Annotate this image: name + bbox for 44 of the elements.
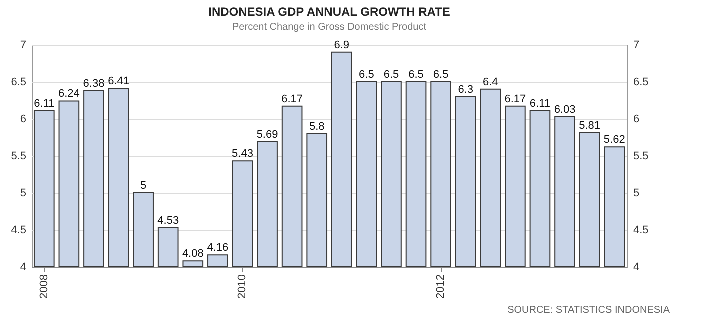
y-tick-label: 6 xyxy=(20,114,26,126)
data-label: 6.24 xyxy=(58,88,80,100)
x-tick-label: 2010 xyxy=(236,274,249,299)
data-label: 6.5 xyxy=(433,69,449,81)
data-label: 5.62 xyxy=(604,134,626,146)
data-label: 4.53 xyxy=(158,214,180,227)
data-label: 5.43 xyxy=(232,148,254,160)
data-label: 5.8 xyxy=(309,120,325,133)
data-label: 6.5 xyxy=(384,69,400,81)
data-label: 6.5 xyxy=(359,69,374,81)
y-tick-label: 7 xyxy=(20,40,26,52)
y-tick-label: 4.5 xyxy=(11,224,26,236)
y-tick-label: 4 xyxy=(20,262,26,274)
y-tick-label: 6.5 xyxy=(11,76,26,88)
y2-tick-label: 7 xyxy=(634,40,640,52)
chart-title: INDONESIA GDP ANNUAL GROWTH RATE xyxy=(208,5,450,19)
data-label: 4.16 xyxy=(207,242,229,254)
chart-subtitle: Percent Change in Gross Domestic Product xyxy=(232,22,427,33)
data-label: 6.9 xyxy=(334,39,350,52)
data-label: 6.03 xyxy=(554,104,576,116)
data-label: 5 xyxy=(140,180,147,192)
data-label: 5.69 xyxy=(256,128,278,141)
x-tick-label: 2008 xyxy=(38,274,50,299)
data-label: 4.08 xyxy=(182,248,204,260)
data-label: 6.3 xyxy=(458,84,474,96)
data-label: 6.11 xyxy=(530,98,551,110)
y2-tick-label: 5.5 xyxy=(634,150,649,162)
y-tick-label: 5 xyxy=(20,188,26,200)
source-note: SOURCE: STATISTICS INDONESIA xyxy=(508,305,670,316)
y2-tick-label: 4 xyxy=(634,262,640,274)
data-label: 5.81 xyxy=(579,120,601,132)
x-tick-label: 2012 xyxy=(435,274,448,299)
y2-tick-label: 4.5 xyxy=(634,224,649,236)
data-label: 6.4 xyxy=(482,76,498,88)
data-label: 6.38 xyxy=(83,78,105,90)
data-label: 6.17 xyxy=(282,93,304,106)
data-label: 6.5 xyxy=(408,69,424,81)
data-label: 6.41 xyxy=(108,76,130,88)
y-tick-label: 5.5 xyxy=(11,150,26,162)
y2-tick-label: 6.5 xyxy=(634,76,649,88)
y2-tick-label: 5 xyxy=(634,188,640,200)
data-label: 6.11 xyxy=(34,98,55,110)
y2-tick-label: 6 xyxy=(634,114,640,126)
data-label: 6.17 xyxy=(504,93,526,106)
